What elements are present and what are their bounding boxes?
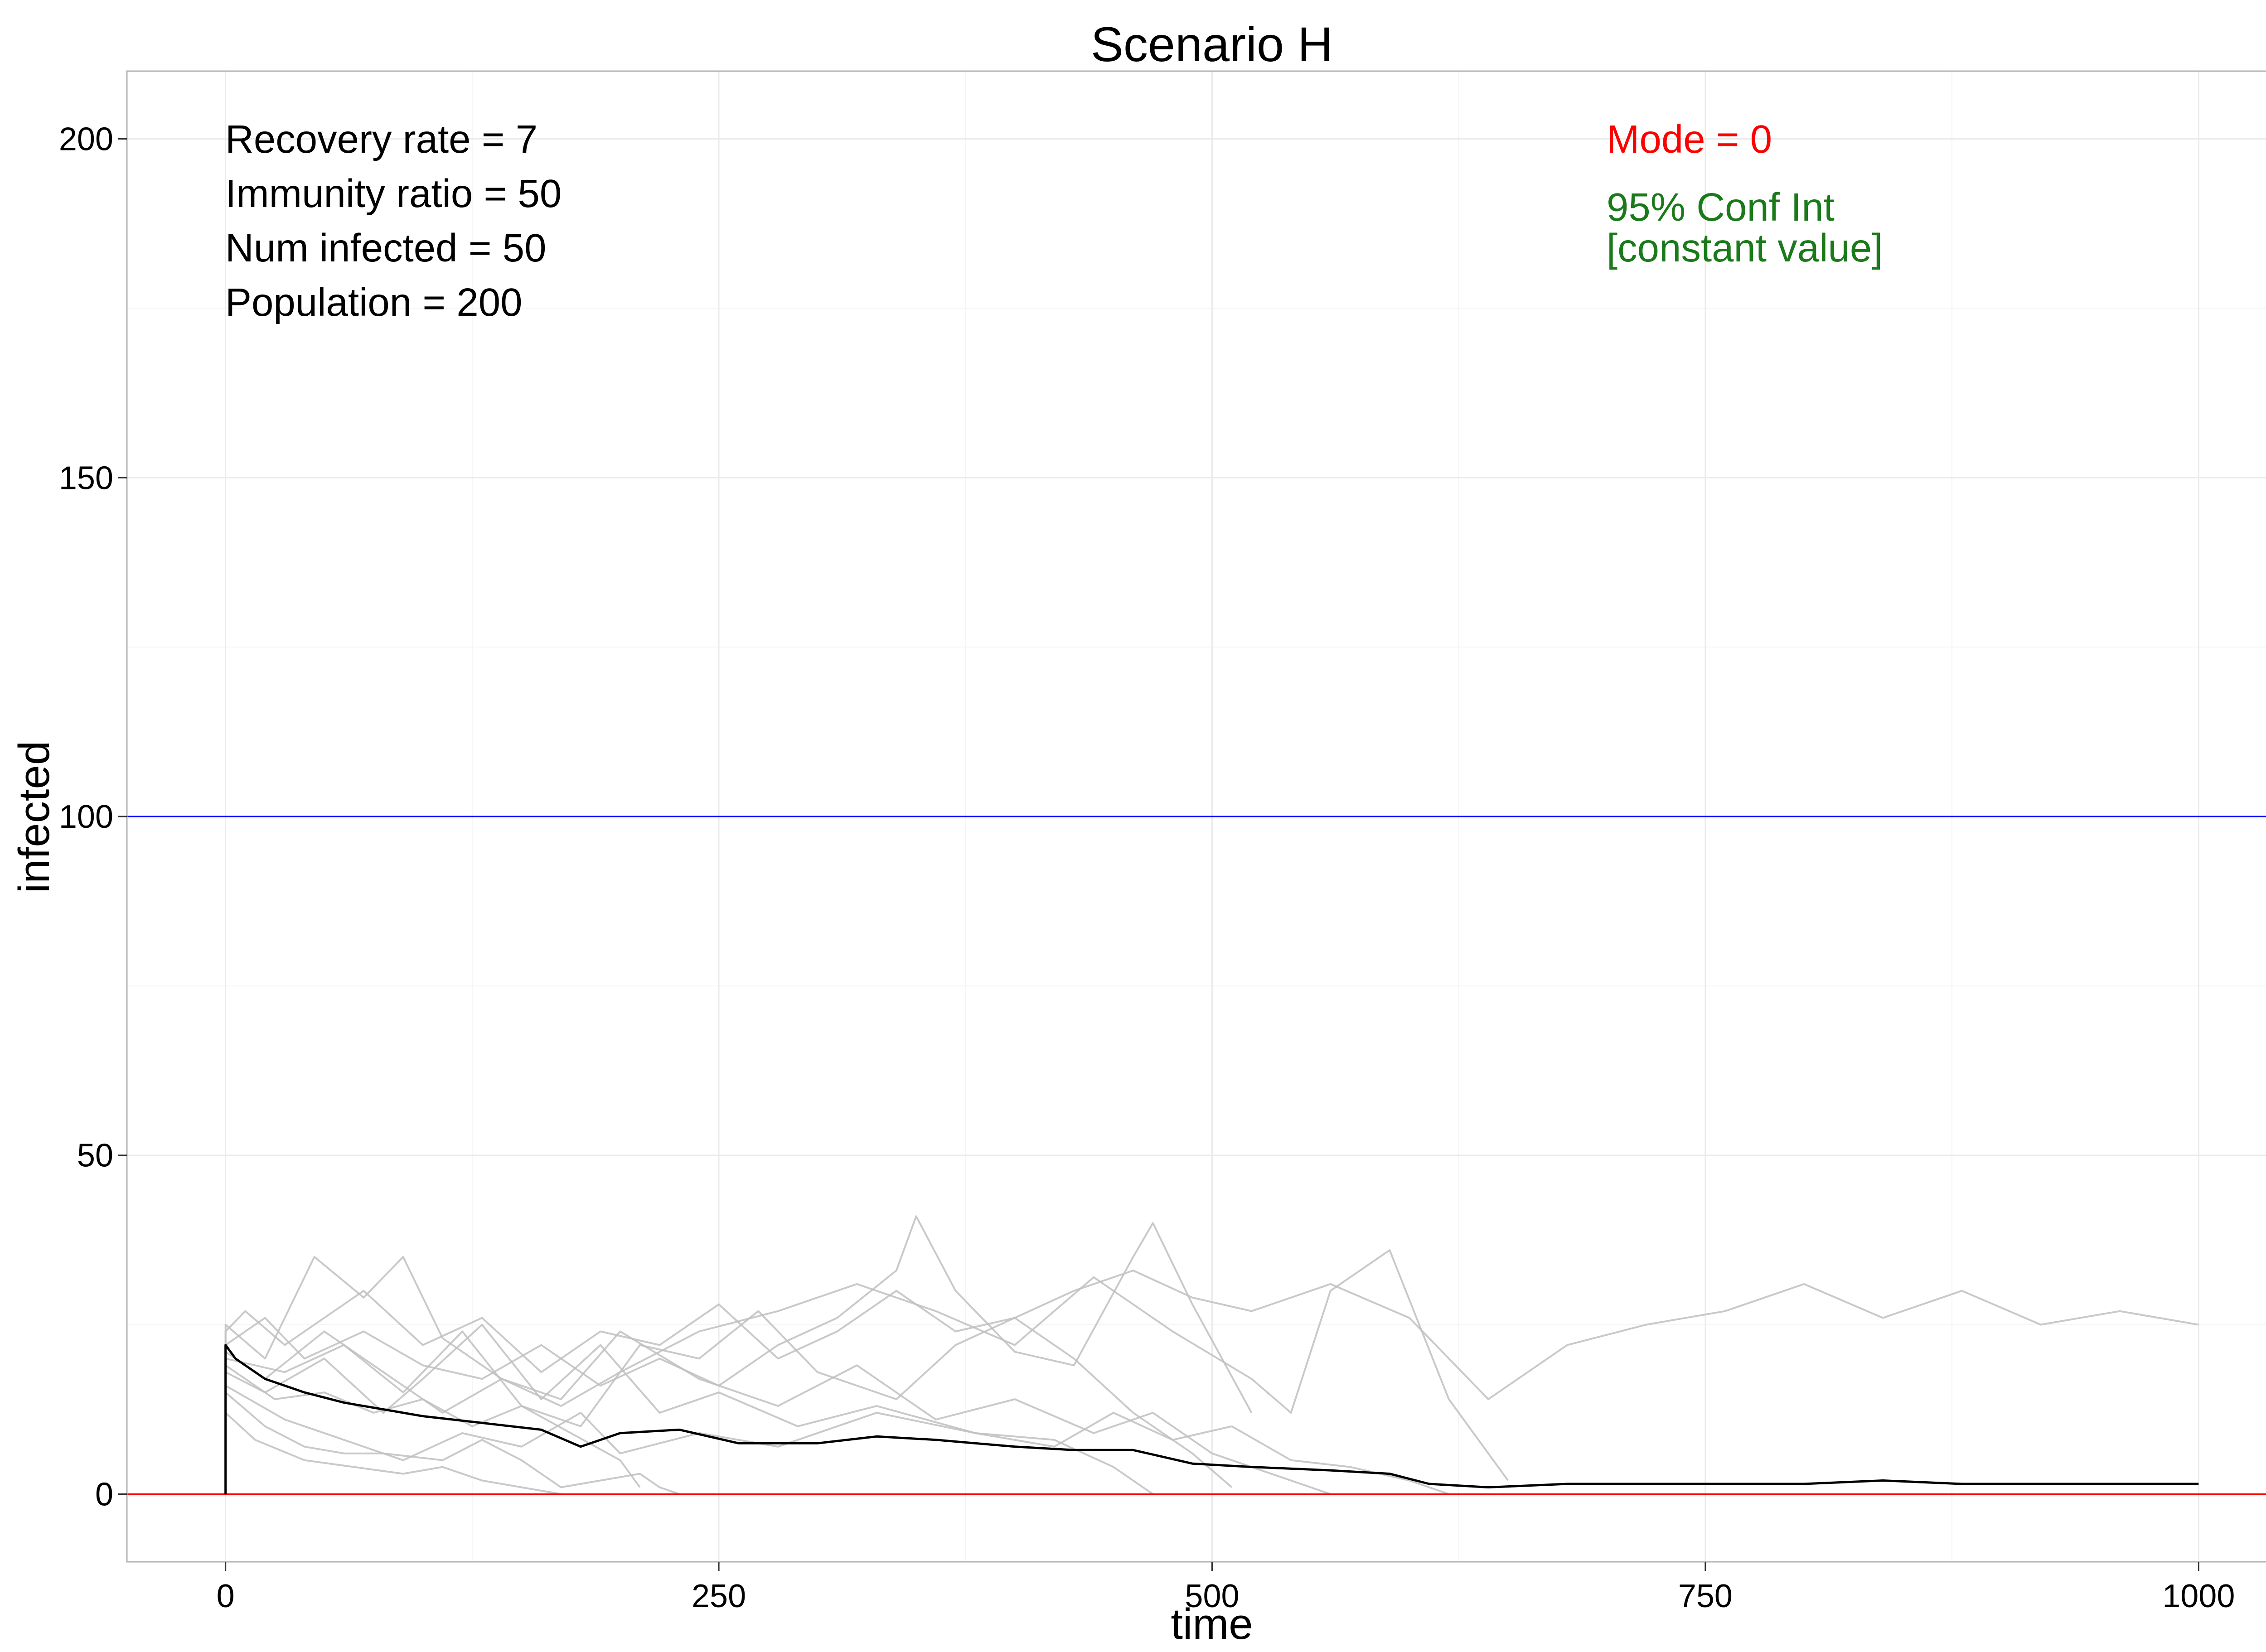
reference-lines xyxy=(127,816,2266,1495)
mode-annotation: Mode = 0 xyxy=(1607,117,1772,161)
y-tick-label: 200 xyxy=(59,121,113,158)
y-tick-label: 150 xyxy=(59,460,113,496)
x-tick-label: 1000 xyxy=(2162,1578,2235,1614)
axes: 0 250 500 750 1000 0 50 100 150 200 xyxy=(59,121,2235,1614)
num-infected-text: Num infected = 50 xyxy=(225,226,547,270)
simulation-runs xyxy=(224,1215,2199,1495)
y-tick-label: 50 xyxy=(77,1138,113,1174)
simulation-run-line-9 xyxy=(224,1385,1449,1495)
population-text: Population = 200 xyxy=(225,280,522,324)
y-axis-label: infected xyxy=(10,741,58,893)
immunity-ratio-text: Immunity ratio = 50 xyxy=(225,172,562,216)
conf-int-annotation-line1: 95% Conf Int xyxy=(1607,185,1835,229)
simulation-run-line-5 xyxy=(224,1324,1154,1495)
mean-series xyxy=(224,1344,2199,1494)
mean-line xyxy=(224,1344,2199,1494)
simulation-run-line-6 xyxy=(224,1391,680,1495)
y-tick-label: 100 xyxy=(59,799,113,835)
recovery-rate-text: Recovery rate = 7 xyxy=(225,117,537,161)
chart-title: Scenario H xyxy=(1091,17,1333,72)
simulation-run-line-10 xyxy=(224,1412,562,1495)
simulation-run-line-8 xyxy=(224,1330,1331,1495)
x-tick-label: 250 xyxy=(692,1578,746,1614)
simulation-run-line-3 xyxy=(224,1249,1509,1494)
x-tick-label: 750 xyxy=(1678,1578,1733,1614)
simulation-run-line-2 xyxy=(224,1215,1253,1494)
parameter-annotations: Recovery rate = 7 Immunity ratio = 50 Nu… xyxy=(225,117,562,324)
x-axis-label: time xyxy=(1171,1600,1253,1648)
y-tick-label: 0 xyxy=(95,1476,113,1512)
x-tick-label: 500 xyxy=(1185,1578,1239,1614)
x-tick-label: 0 xyxy=(217,1578,235,1614)
conf-int-annotation-line2: [constant value] xyxy=(1607,226,1883,270)
